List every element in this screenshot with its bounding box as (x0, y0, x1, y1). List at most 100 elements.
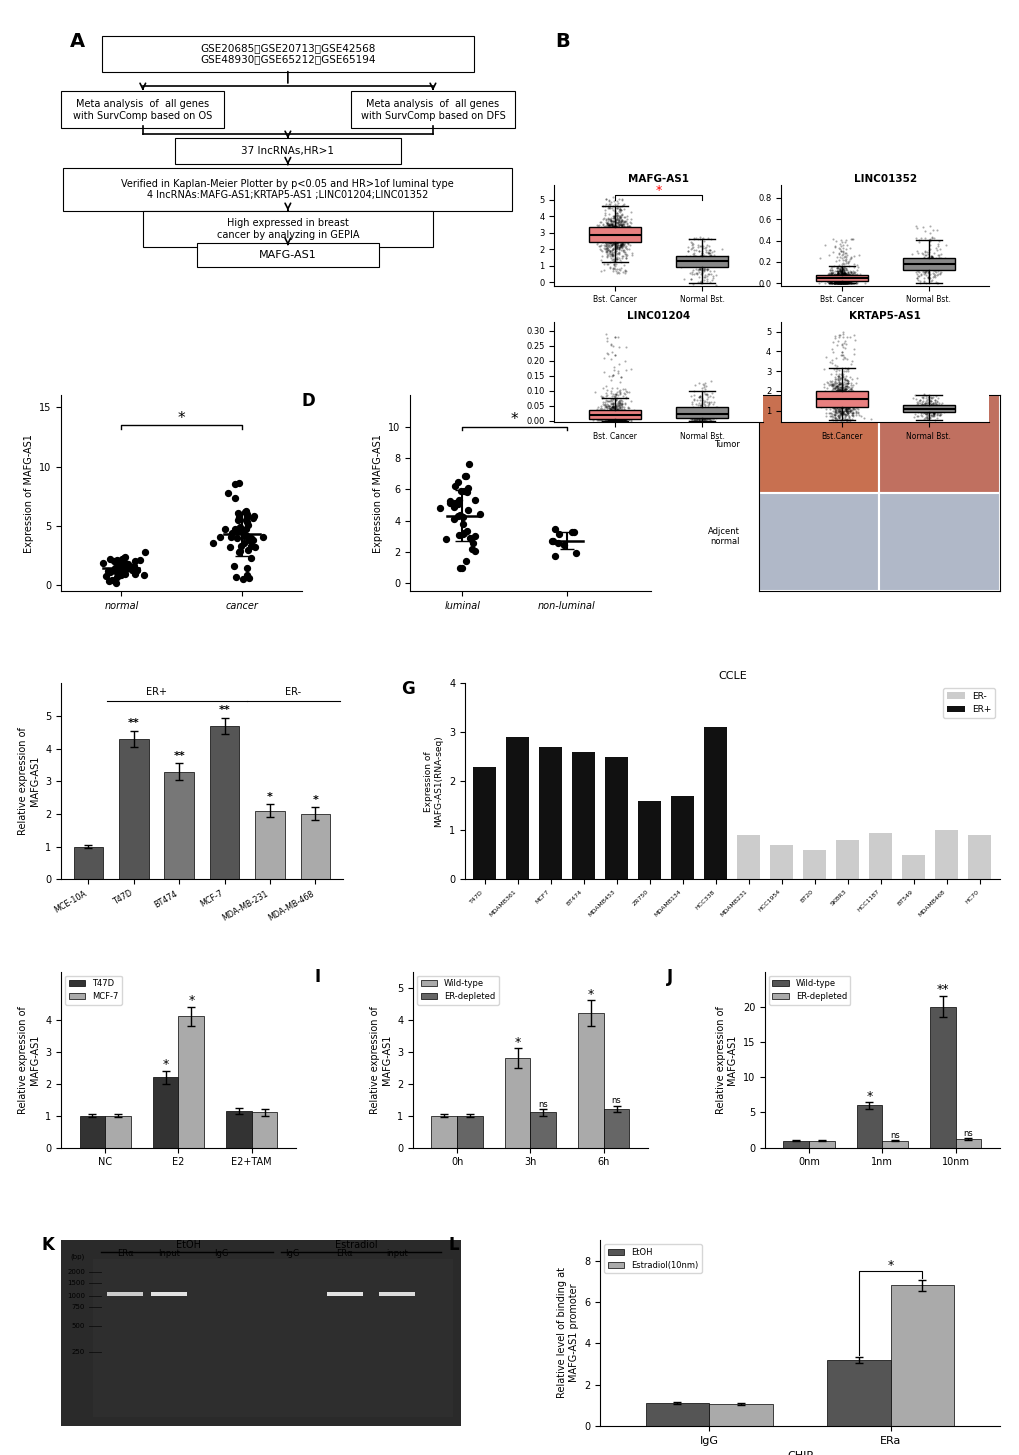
Point (830, 324, 847, 348)
Point (922, 397, 938, 420)
Point (825, 259, 842, 282)
Point (691, 258, 707, 281)
Point (600, 220, 616, 243)
Point (607, 403, 624, 426)
Point (112, 553, 128, 576)
Point (833, 262, 849, 285)
Point (828, 383, 845, 406)
Point (850, 243, 866, 266)
Point (925, 396, 942, 419)
Point (828, 260, 845, 284)
Point (610, 399, 627, 422)
Bar (153, 1077, 178, 1148)
Point (604, 185, 621, 208)
Point (609, 403, 626, 426)
Y-axis label: Expression of MAFG-AS1: Expression of MAFG-AS1 (372, 434, 382, 553)
Point (832, 268, 848, 291)
Point (609, 406, 626, 429)
Point (907, 227, 923, 250)
Point (822, 268, 839, 291)
Point (601, 407, 618, 431)
Point (611, 217, 628, 240)
Point (827, 263, 844, 287)
Point (823, 372, 840, 396)
Point (688, 263, 704, 287)
Point (605, 240, 622, 263)
Point (592, 384, 608, 407)
Text: Input: Input (158, 1248, 179, 1259)
Point (841, 269, 857, 292)
Point (608, 231, 625, 255)
Point (608, 220, 625, 243)
Point (838, 377, 854, 400)
Point (827, 388, 844, 412)
Point (825, 380, 842, 403)
Point (608, 406, 625, 429)
Point (610, 242, 627, 265)
Point (611, 233, 628, 256)
Point (624, 243, 640, 266)
Point (913, 397, 929, 420)
Point (598, 378, 614, 402)
Point (596, 404, 612, 428)
Point (601, 224, 618, 247)
Point (916, 262, 932, 285)
Point (610, 407, 627, 431)
Point (612, 407, 629, 431)
Point (833, 265, 849, 288)
Point (845, 266, 861, 290)
Point (609, 262, 626, 285)
Point (607, 215, 624, 239)
Point (719, 244, 736, 268)
Point (830, 265, 847, 288)
Point (838, 263, 854, 287)
Point (598, 240, 614, 263)
Point (929, 393, 946, 416)
Point (913, 393, 929, 416)
Point (821, 258, 838, 281)
Point (845, 260, 861, 284)
Point (705, 259, 721, 282)
Point (836, 244, 852, 268)
Point (829, 265, 846, 288)
Point (921, 228, 937, 252)
Point (844, 380, 860, 403)
Point (683, 246, 699, 269)
Point (612, 231, 629, 255)
Point (926, 388, 943, 412)
Point (618, 402, 634, 425)
Point (828, 269, 845, 292)
Point (841, 268, 857, 291)
Point (605, 214, 622, 237)
Point (610, 223, 627, 246)
Point (609, 359, 626, 383)
Point (833, 396, 849, 419)
Point (923, 252, 940, 275)
Point (604, 393, 621, 416)
Point (928, 406, 945, 429)
Point (830, 390, 847, 413)
Point (836, 396, 852, 419)
Text: ERα: ERα (336, 1248, 353, 1259)
Point (839, 402, 855, 425)
Point (830, 400, 847, 423)
Point (830, 388, 847, 412)
Point (693, 234, 709, 258)
Point (697, 265, 713, 288)
Point (829, 269, 846, 292)
Point (839, 266, 855, 290)
Point (833, 230, 849, 253)
Point (599, 394, 615, 418)
Point (827, 263, 844, 287)
Point (697, 252, 713, 275)
Point (595, 237, 611, 260)
Point (621, 406, 637, 429)
Point (610, 402, 627, 425)
Point (610, 196, 627, 220)
Point (827, 269, 844, 292)
Point (705, 403, 721, 426)
Point (614, 231, 631, 255)
Point (605, 403, 622, 426)
Point (846, 266, 862, 290)
Text: ER-: ER- (284, 687, 301, 697)
